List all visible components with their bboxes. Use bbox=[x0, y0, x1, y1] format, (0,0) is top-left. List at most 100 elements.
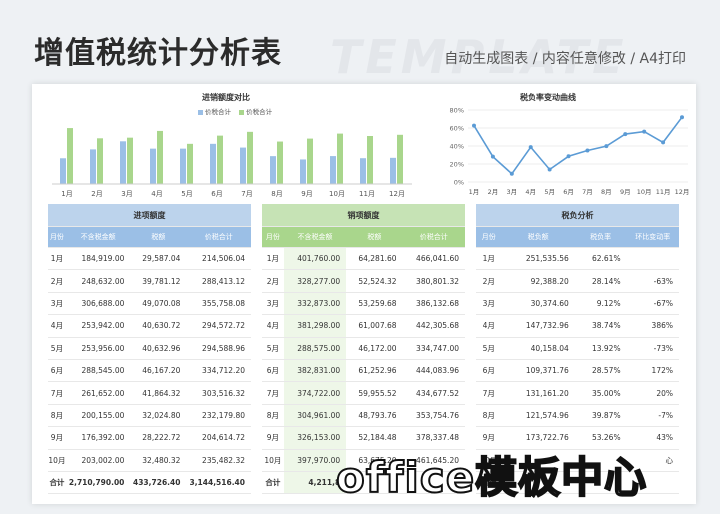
table-cell: 7月 bbox=[262, 381, 284, 405]
table-cell: 46,172.00 bbox=[346, 337, 403, 360]
bar-blue bbox=[240, 147, 246, 184]
table-cell: 1月 bbox=[48, 247, 66, 271]
bar-blue bbox=[270, 156, 276, 184]
purchase-header-1: 不含税金额 bbox=[65, 226, 131, 248]
total-row: 合计 bbox=[476, 471, 679, 495]
table-cell: 204,614.72 bbox=[186, 426, 251, 450]
table-cell: 214,506.04 bbox=[186, 247, 251, 271]
purchase-header-0: 月份 bbox=[48, 226, 66, 248]
table-cell: 13.92% bbox=[574, 337, 627, 360]
table-cell: 10月 bbox=[262, 449, 284, 472]
table-cell: 306,688.00 bbox=[65, 292, 131, 316]
table-cell: 4月 bbox=[48, 314, 66, 338]
line-point bbox=[680, 115, 684, 120]
bar-blue bbox=[120, 141, 126, 184]
table-cell: 381,298.00 bbox=[283, 314, 347, 338]
line-point bbox=[661, 140, 666, 145]
table-cell bbox=[346, 471, 403, 495]
table-cell: 466,041.60 bbox=[402, 247, 465, 271]
table-cell: 294,572.72 bbox=[186, 314, 251, 338]
table-row: 9月 326,153.00 52,184.48 378,337.48 bbox=[262, 426, 465, 450]
table-row: 3月 30,374.60 9.12% -67% bbox=[476, 292, 679, 316]
table-cell: 59,955.52 bbox=[346, 381, 403, 405]
table-cell: 4,211,8 bbox=[283, 471, 347, 495]
table-row: 7月 374,722.00 59,955.52 434,677.52 bbox=[262, 381, 465, 405]
table-cell: 355,758.08 bbox=[186, 292, 251, 316]
table-cell: 38.74% bbox=[574, 314, 627, 338]
line-x-tick: 10月 bbox=[637, 188, 652, 196]
table-cell: 43% bbox=[626, 426, 679, 450]
bar-x-tick: 7月 bbox=[241, 190, 252, 198]
table-cell: 288,545.00 bbox=[65, 359, 131, 383]
table-cell: 303,516.32 bbox=[186, 381, 251, 405]
bar-green bbox=[187, 143, 193, 184]
bar-blue bbox=[150, 148, 156, 184]
table-row: 9月 173,722.76 53.26% 43% bbox=[476, 426, 679, 450]
table-cell: 401,760.00 bbox=[283, 247, 347, 271]
background-watermark: TEMPLATE bbox=[330, 30, 628, 84]
table-cell bbox=[501, 449, 575, 472]
table-row: 6月 109,371.76 28.57% 172% bbox=[476, 359, 679, 383]
table-cell: 61,252.96 bbox=[346, 359, 403, 383]
table-row: 8月 200,155.00 32,024.80 232,179.80 bbox=[48, 404, 251, 428]
table-row: 4月 253,942.00 40,630.72 294,572.72 bbox=[48, 314, 251, 338]
bar-chart-legend: 价税合计 价税合计 bbox=[192, 106, 272, 116]
table-cell: 6月 bbox=[48, 359, 66, 383]
bar-green bbox=[367, 136, 373, 184]
table-cell: 9月 bbox=[48, 426, 66, 450]
tax-header-3: 环比变动率 bbox=[626, 226, 679, 248]
table-cell: 合计 bbox=[48, 471, 66, 495]
table-cell: 442,305.68 bbox=[402, 314, 465, 338]
tax-header-0: 月份 bbox=[476, 226, 502, 248]
table-cell: 294,588.96 bbox=[186, 337, 251, 360]
table-cell: 382,831.00 bbox=[283, 359, 347, 383]
table-cell: 444,083.96 bbox=[402, 359, 465, 383]
table-row: 7月 131,161.20 35.00% 20% bbox=[476, 381, 679, 405]
table-cell: 353,754.76 bbox=[402, 404, 465, 428]
table-cell: 386% bbox=[626, 314, 679, 338]
table-cell bbox=[402, 471, 465, 495]
table-cell: 9.12% bbox=[574, 292, 627, 316]
table-cell: 53,259.68 bbox=[346, 292, 403, 316]
table-cell: 5月 bbox=[262, 337, 284, 360]
table-cell: 9月 bbox=[262, 426, 284, 450]
table-cell: 334,712.20 bbox=[186, 359, 251, 383]
legend-swatch-green bbox=[239, 109, 245, 115]
table-row: 10月 心 bbox=[476, 449, 679, 472]
table-cell: 253,956.00 bbox=[65, 337, 131, 360]
legend-label-blue: 价税合计 bbox=[205, 108, 231, 116]
line-point bbox=[509, 171, 514, 176]
legend-label-green: 价税合计 bbox=[246, 108, 273, 116]
table-cell: 40,630.72 bbox=[130, 314, 187, 338]
table-cell: 63,675.20 bbox=[346, 449, 403, 472]
table-cell: 248,632.00 bbox=[65, 269, 131, 293]
table-cell: 7月 bbox=[476, 381, 502, 405]
table-cell: 147,732.96 bbox=[501, 314, 575, 338]
bar-x-tick: 9月 bbox=[301, 190, 312, 198]
table-cell: 39,781.12 bbox=[130, 269, 187, 293]
table-cell: 1月 bbox=[476, 247, 502, 271]
table-cell: 合计 bbox=[476, 471, 502, 495]
line-x-tick: 5月 bbox=[544, 188, 555, 196]
bar-x-tick: 8月 bbox=[271, 190, 282, 198]
table-row: 10月 397,970.00 63,675.20 461,645.20 bbox=[262, 449, 465, 472]
table-row: 5月 288,575.00 46,172.00 334,747.00 bbox=[262, 337, 465, 360]
table-cell: 49,070.08 bbox=[130, 292, 187, 316]
table-cell: 35.00% bbox=[574, 381, 627, 405]
line-point bbox=[547, 167, 552, 172]
table-row: 5月 40,158.04 13.92% -73% bbox=[476, 337, 679, 360]
table-cell: 328,277.00 bbox=[283, 269, 347, 293]
line-point bbox=[528, 145, 533, 150]
table-cell bbox=[574, 449, 627, 472]
table-cell: 5月 bbox=[48, 337, 66, 360]
table-cell: 48,793.76 bbox=[346, 404, 403, 428]
table-cell: 3月 bbox=[262, 292, 284, 316]
line-x-tick: 2月 bbox=[488, 188, 499, 196]
bar-green bbox=[67, 128, 73, 184]
table-cell: 380,801.32 bbox=[402, 269, 465, 293]
table-row: 7月 261,652.00 41,864.32 303,516.32 bbox=[48, 381, 251, 405]
table-cell: 326,153.00 bbox=[283, 426, 347, 450]
tax-caption: 税负分析 bbox=[476, 204, 679, 227]
table-cell: 434,677.52 bbox=[402, 381, 465, 405]
table-cell: 304,961.00 bbox=[283, 404, 347, 428]
